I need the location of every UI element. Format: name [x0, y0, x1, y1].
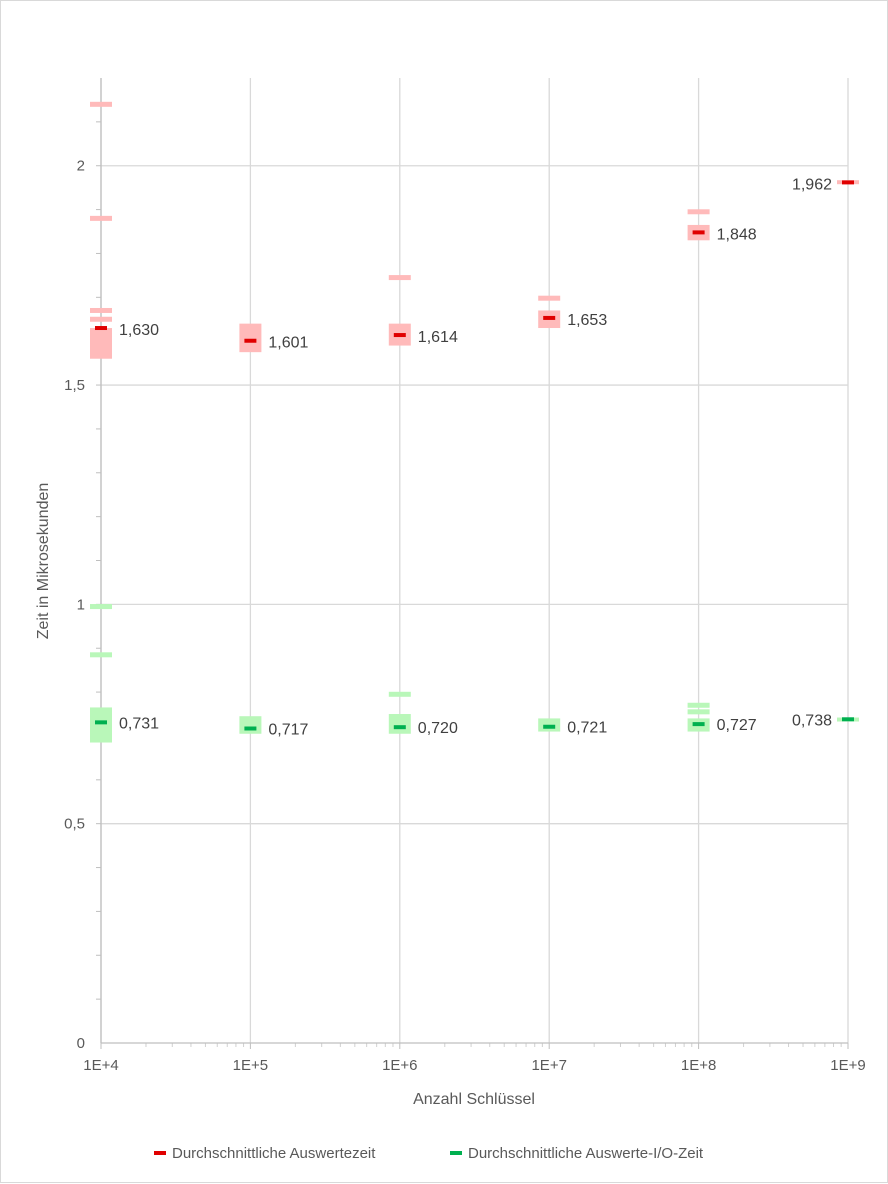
data-point — [842, 180, 854, 185]
x-tick-label: 1E+5 — [233, 1057, 268, 1074]
y-tick-label: 1,5 — [64, 377, 85, 394]
data-point — [393, 333, 406, 338]
outlier-mark — [538, 295, 561, 301]
data-label: 1,630 — [119, 322, 159, 339]
data-point — [543, 724, 556, 729]
y-axis-title: Zeit in Mikrosekunden — [35, 483, 52, 640]
legend-label-io-zeit: Durchschnittliche Auswerte-I/O-Zeit — [468, 1145, 704, 1162]
data-label: 1,962 — [792, 176, 832, 193]
outlier-mark — [388, 275, 411, 281]
legend-swatch-auswertezeit — [154, 1151, 166, 1155]
data-label: 0,720 — [418, 720, 458, 737]
outlier-mark — [90, 101, 112, 107]
outlier-mark — [687, 709, 710, 715]
outlier-mark — [687, 209, 710, 215]
data-label: 1,848 — [717, 226, 757, 243]
outlier-mark — [90, 652, 112, 658]
legend-label-auswertezeit: Durchschnittliche Auswertezeit — [172, 1145, 376, 1162]
data-label: 0,721 — [567, 720, 607, 737]
y-tick-label: 0,5 — [64, 816, 85, 833]
x-tick-label: 1E+8 — [681, 1057, 716, 1074]
x-tick-label: 1E+7 — [531, 1057, 566, 1074]
outlier-mark — [90, 215, 112, 221]
data-point — [95, 326, 107, 331]
data-label: 1,601 — [268, 335, 308, 352]
range-box — [239, 323, 262, 353]
data-points — [95, 180, 854, 731]
data-labels: 1,630 1,601 1,614 1,653 1,848 1,962 0,731 0,717… — [119, 176, 832, 738]
range-box — [388, 714, 411, 734]
outlier-mark — [388, 691, 411, 697]
outlier-mark — [687, 702, 710, 708]
legend-swatch-io-zeit — [450, 1151, 462, 1155]
x-axis-title: Anzahl Schlüssel — [413, 1091, 535, 1108]
data-label: 0,727 — [717, 717, 757, 734]
data-point — [393, 725, 406, 730]
data-point — [692, 230, 705, 235]
axes: 0 0,5 1 1,5 2 1E+4 1E+5 1E+6 1E+7 1E+8 1E+9 — [64, 78, 866, 1074]
data-point — [244, 726, 257, 731]
range-box — [239, 716, 262, 734]
range-box — [90, 707, 112, 743]
x-tick-label: 1E+9 — [830, 1057, 865, 1074]
legend: Durchschnittliche Auswertezeit Durchschn… — [154, 1145, 704, 1162]
data-label: 1,614 — [418, 329, 458, 346]
data-label: 0,717 — [268, 721, 308, 738]
range-box — [90, 328, 112, 359]
data-point — [842, 717, 854, 722]
outlier-mark — [90, 307, 112, 313]
data-point — [95, 720, 107, 725]
data-label: 0,731 — [119, 715, 159, 732]
data-label: 1,653 — [567, 312, 607, 329]
data-point — [692, 722, 705, 727]
x-tick-label: 1E+6 — [382, 1057, 417, 1074]
data-point — [244, 338, 257, 343]
data-point — [543, 315, 556, 320]
outlier-mark — [90, 604, 112, 610]
y-tick-label: 1 — [77, 596, 85, 613]
x-tick-label: 1E+4 — [83, 1057, 118, 1074]
data-label: 0,738 — [792, 712, 832, 729]
range-boxes — [90, 101, 859, 743]
y-tick-label: 2 — [77, 158, 85, 175]
outlier-mark — [90, 316, 112, 322]
gridlines — [100, 78, 849, 1043]
y-tick-label: 0 — [77, 1035, 85, 1052]
